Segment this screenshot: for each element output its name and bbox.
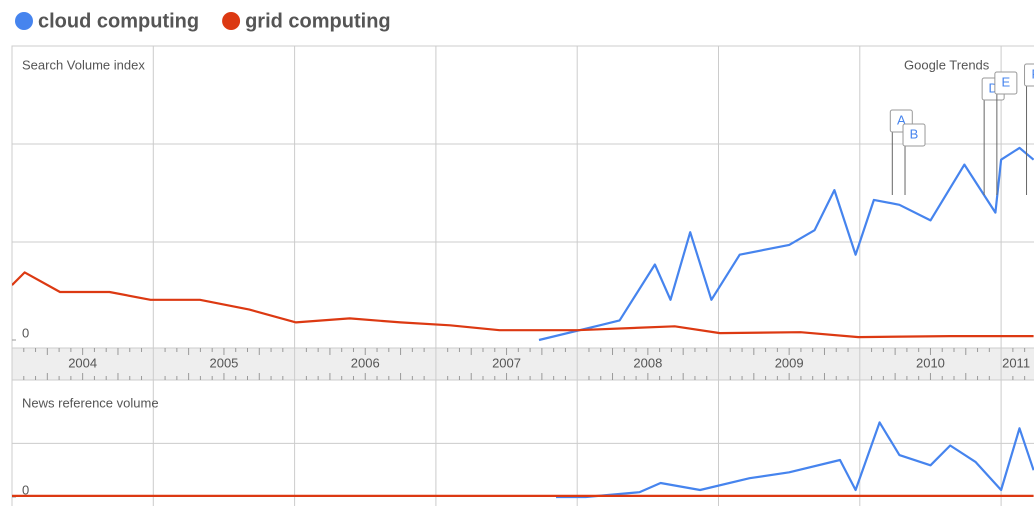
legend: cloud computing grid computing <box>15 10 391 32</box>
flag <box>902 123 926 147</box>
flag-label: B <box>910 126 919 141</box>
panel-label: Search Volume index <box>22 57 145 72</box>
flag <box>1024 63 1034 87</box>
year-label: 2008 <box>633 355 662 370</box>
legend-dot <box>15 12 33 30</box>
grids: 2004 2005 2006 2007 2008 2009 2010 2011 0 0 <box>12 46 1034 506</box>
year-label: 2011 <box>1002 355 1030 370</box>
legend-label: grid computing <box>245 10 391 32</box>
panel-label: News reference volume <box>22 395 159 410</box>
year-label: 2007 <box>492 355 521 370</box>
year-label: 2005 <box>209 355 238 370</box>
year-band <box>11 347 1034 381</box>
legend-label: cloud computing <box>38 10 199 32</box>
year-label: 2006 <box>351 355 380 370</box>
series-line <box>556 421 1034 499</box>
flag-label: D <box>988 80 997 95</box>
flag-label: F <box>1032 66 1034 81</box>
legend-dot <box>222 12 241 30</box>
flag-label: A <box>897 112 906 127</box>
series-line <box>538 146 1034 342</box>
brand: Google Trends <box>904 57 990 72</box>
top-panel <box>11 45 1034 349</box>
series-line <box>12 271 1034 339</box>
flag-label: E <box>1002 74 1011 89</box>
year-label: 2010 <box>916 355 945 370</box>
year-label: 2009 <box>775 355 804 370</box>
flag <box>994 71 1018 95</box>
year-label: 2004 <box>68 355 97 370</box>
y-tick-label: 0 <box>22 482 29 497</box>
lines: AB DE F <box>12 63 1034 499</box>
y-tick-label: 0 <box>22 325 29 340</box>
